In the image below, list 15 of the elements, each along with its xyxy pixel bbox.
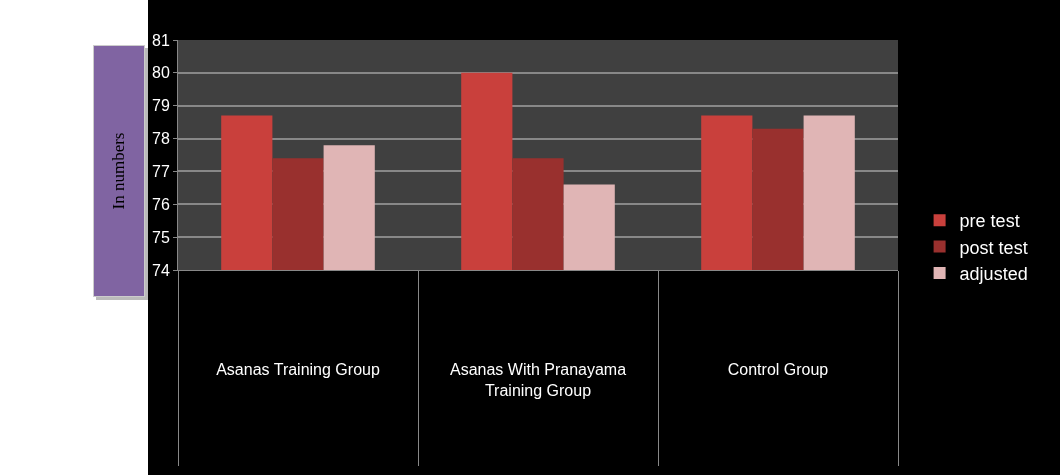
x-tick-label: Asanas With Pranayama Training Group — [449, 361, 627, 399]
legend-label: adjusted — [959, 264, 1028, 285]
y-tick-label: 79 — [152, 97, 170, 115]
y-tick-label: 76 — [152, 195, 170, 213]
y-tick-label: 75 — [152, 228, 170, 246]
y-tick-label: 74 — [152, 261, 170, 279]
x-tick-label: Control Group — [727, 361, 829, 379]
y-tick-label: 81 — [152, 31, 170, 49]
y-tick-label: 77 — [152, 163, 170, 181]
legend-label: post test — [959, 237, 1028, 258]
x-tick-label: Asanas Training Group — [216, 361, 380, 379]
y-tick-label: 80 — [152, 64, 170, 82]
y-tick-label: 78 — [152, 130, 170, 148]
legend-label: pre test — [959, 211, 1020, 232]
y-axis-title: In numbers — [109, 132, 129, 210]
